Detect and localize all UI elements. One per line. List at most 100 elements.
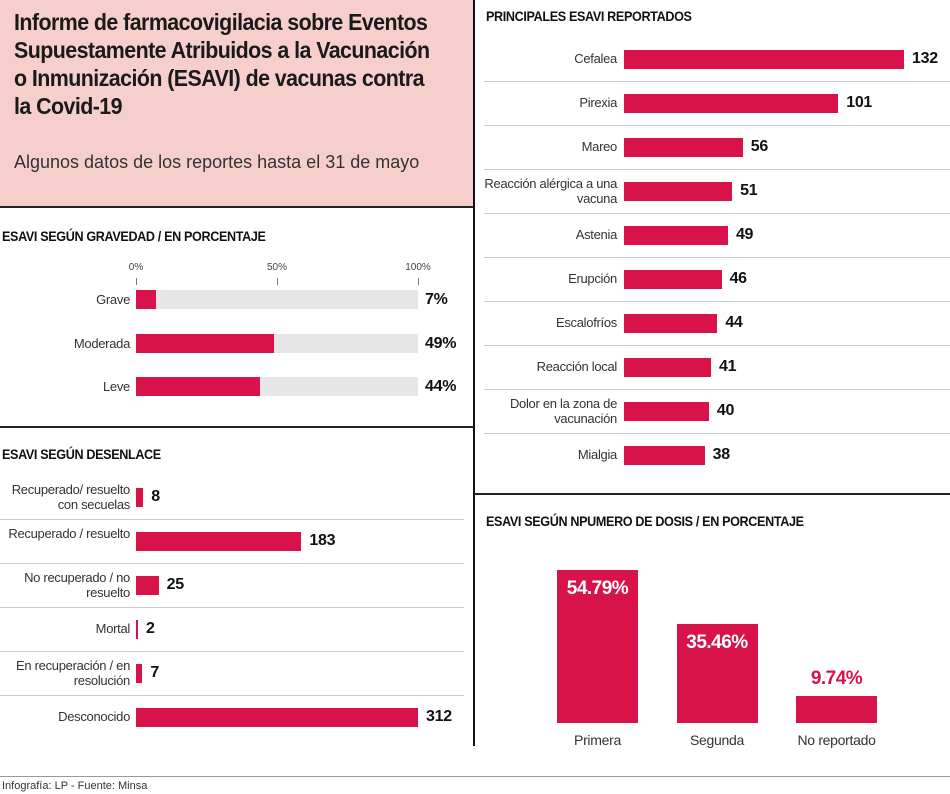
category-label: Segunda: [690, 732, 744, 748]
chart-title: ESAVI SEGÚN DESENLACE: [2, 446, 161, 462]
bar: [624, 402, 709, 421]
row-separator: [484, 213, 950, 214]
value-label: 7: [150, 664, 159, 681]
value-label: 41: [718, 358, 737, 375]
value-label: 46: [729, 270, 748, 287]
value-label: 312: [426, 708, 452, 725]
bar: [676, 623, 758, 723]
category-label: Reacción alérgica a una vacuna: [484, 176, 617, 206]
category-label: Erupción: [568, 271, 617, 286]
bar: [136, 664, 143, 683]
column-divider: [473, 0, 475, 746]
value-label: 56: [750, 138, 769, 155]
source-credit: Infografía: LP - Fuente: Minsa: [2, 780, 148, 792]
bar: [136, 532, 302, 551]
row-separator: [0, 695, 464, 696]
value-label: 8: [151, 488, 160, 505]
bar: [796, 695, 877, 723]
category-label: Mortal: [95, 621, 131, 636]
value-label: 183: [309, 532, 336, 549]
category-label: Recuperado / resuelto: [8, 526, 130, 541]
divider: [0, 426, 474, 428]
category-label: Primera: [574, 732, 621, 748]
value-label: 35.46%: [686, 631, 748, 653]
row-separator: [0, 651, 464, 652]
value-label: 54.79%: [566, 578, 629, 599]
category-label: No recuperado / no resuelto: [24, 570, 130, 600]
category-label: Grave: [96, 292, 130, 307]
value-label: 101: [846, 94, 873, 111]
value-label: 49: [735, 226, 754, 243]
value-label: 7%: [425, 291, 448, 308]
bar: [136, 576, 159, 595]
bar: [624, 358, 711, 377]
category-label: Recuperado/ resuelto con secuelas: [11, 482, 131, 512]
value-label: 40: [716, 402, 735, 419]
row-separator: [0, 563, 464, 564]
bar: [136, 708, 418, 727]
row-separator: [484, 125, 950, 126]
category-label: Reacción local: [536, 359, 618, 374]
bar: [136, 377, 261, 396]
bar: [624, 446, 705, 465]
category-label: Desconocido: [58, 709, 130, 724]
category-label: Mialgia: [577, 447, 617, 462]
category-label: Escalofríos: [555, 315, 617, 330]
tick-mark: [418, 278, 419, 285]
row-separator: [484, 389, 950, 390]
value-label: 44: [725, 314, 743, 331]
header-panel: [0, 0, 474, 207]
value-label: 51: [740, 182, 758, 199]
category-label: Astenia: [575, 227, 618, 242]
page-subtitle: Algunos datos de los reportes hasta el 3…: [14, 152, 420, 172]
tick-label: 100%: [405, 262, 431, 273]
page-title: Informe de farmacovigilacia sobre Evento…: [14, 9, 430, 119]
tick-mark: [277, 278, 278, 285]
category-label: Leve: [103, 379, 130, 394]
tick-label: 0%: [128, 262, 144, 273]
row-separator: [484, 345, 950, 346]
value-label: 132: [912, 50, 938, 67]
bar: [624, 314, 718, 333]
row-separator: [484, 169, 950, 170]
category-label: No reportado: [797, 732, 876, 748]
bar: [624, 138, 743, 157]
tick-label: 50%: [266, 262, 288, 273]
divider: [0, 206, 474, 208]
value-label: 9.74%: [810, 667, 863, 689]
bar: [624, 182, 733, 201]
bar: [136, 333, 275, 353]
chart-title: PRINCIPALES ESAVI REPORTADOS: [486, 8, 692, 24]
value-label: 25: [166, 576, 185, 593]
divider: [474, 493, 950, 495]
bar: [624, 94, 839, 113]
tick-mark: [136, 278, 137, 285]
bar: [624, 50, 904, 69]
category-label: Dolor en la zona de vacunación: [509, 396, 617, 426]
bar: [557, 570, 638, 723]
chart-title: ESAVI SEGÚN NPUMERO DE DOSIS / EN PORCEN…: [486, 513, 804, 529]
bar: [624, 226, 728, 245]
value-label: 2: [146, 620, 155, 637]
row-separator: [484, 257, 950, 258]
bar-track: [136, 290, 418, 309]
category-label: Pirexia: [579, 95, 617, 110]
bar: [136, 290, 156, 309]
category-label: En recuperación / en resolución: [16, 658, 130, 688]
row-separator: [0, 519, 464, 520]
bar: [136, 620, 138, 639]
category-label: Moderada: [73, 335, 130, 351]
category-label: Mareo: [581, 139, 618, 154]
row-separator: [484, 433, 950, 434]
row-separator: [484, 81, 950, 82]
bar: [136, 488, 144, 507]
row-separator: [0, 607, 464, 608]
value-label: 44%: [425, 378, 457, 395]
footer-divider: [0, 776, 950, 777]
bar: [624, 270, 722, 289]
value-label: 38: [712, 446, 731, 463]
chart-title: ESAVI SEGÚN GRAVEDAD / EN PORCENTAJE: [2, 228, 266, 244]
row-separator: [484, 301, 950, 302]
value-label: 49%: [425, 334, 457, 352]
category-label: Cefalea: [574, 51, 617, 66]
